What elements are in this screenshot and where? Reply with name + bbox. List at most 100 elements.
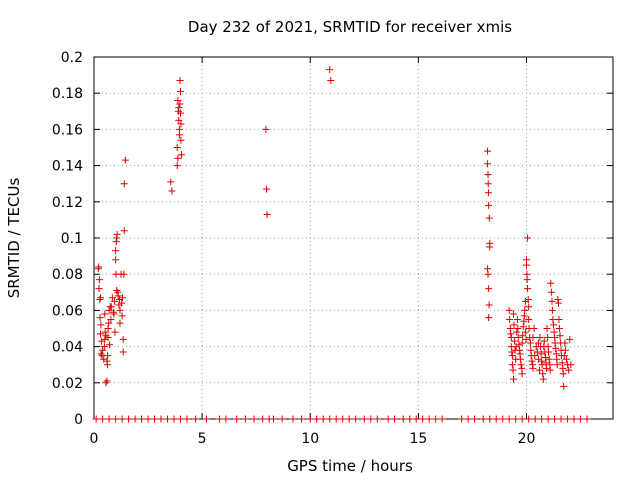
data-point — [332, 415, 340, 423]
data-point — [96, 314, 104, 322]
data-point — [536, 334, 544, 342]
data-point — [233, 415, 241, 423]
data-point — [509, 366, 517, 374]
data-point — [174, 96, 182, 104]
data-point — [514, 325, 522, 332]
data-point — [95, 285, 103, 293]
data-point — [523, 276, 531, 284]
data-point — [553, 361, 561, 369]
data-point — [554, 296, 562, 304]
data-point — [547, 279, 555, 287]
data-point — [178, 151, 186, 159]
x-tick-label: 15 — [409, 431, 427, 447]
data-point — [464, 415, 472, 423]
data-point — [119, 335, 127, 343]
data-point — [499, 415, 507, 423]
data-point — [484, 270, 492, 278]
data-point — [508, 361, 516, 369]
data-point — [173, 144, 181, 151]
data-point — [326, 415, 334, 423]
data-point — [539, 375, 547, 383]
data-point — [250, 415, 258, 423]
data-point — [565, 366, 573, 374]
data-point — [96, 294, 104, 302]
data-point — [113, 286, 121, 294]
data-point — [92, 415, 100, 423]
x-tick-label: 20 — [518, 431, 536, 447]
data-point — [518, 339, 526, 347]
data-point — [177, 415, 184, 423]
data-point — [168, 187, 176, 195]
data-point — [105, 415, 113, 423]
data-point — [544, 415, 552, 423]
data-point — [269, 415, 277, 423]
data-point — [537, 350, 545, 358]
data-point — [170, 415, 178, 423]
data-point — [104, 352, 112, 360]
data-point — [352, 415, 360, 423]
data-point — [97, 321, 105, 329]
data-point — [102, 379, 110, 387]
data-point — [96, 330, 104, 338]
data-point — [549, 315, 557, 323]
data-point — [539, 370, 547, 378]
data-point — [174, 154, 182, 162]
data-point — [176, 77, 184, 85]
y-tick-label: 0.06 — [52, 303, 83, 319]
data-point — [120, 227, 128, 235]
x-tick-label: 10 — [301, 431, 319, 447]
data-point — [399, 415, 407, 423]
data-point — [120, 180, 128, 188]
data-point — [110, 310, 118, 318]
data-point — [95, 276, 103, 284]
data-point — [384, 415, 392, 423]
data-point — [121, 156, 129, 164]
data-point — [106, 341, 114, 349]
data-point — [507, 330, 515, 338]
data-point — [548, 306, 556, 314]
data-point — [522, 335, 530, 343]
y-tick-label: 0.14 — [52, 159, 83, 175]
data-point — [107, 303, 115, 311]
data-point — [485, 314, 493, 322]
data-point — [550, 321, 558, 329]
data-point — [97, 350, 105, 358]
data-point — [125, 415, 133, 423]
data-point — [105, 306, 113, 314]
data-point — [306, 415, 314, 423]
data-point — [546, 366, 554, 374]
data-point — [177, 136, 185, 144]
data-point — [345, 415, 353, 423]
data-point — [263, 210, 271, 218]
data-point — [100, 355, 108, 363]
data-point — [360, 415, 368, 423]
data-point — [531, 352, 539, 360]
data-point — [524, 234, 532, 242]
data-point — [561, 346, 569, 354]
data-point — [531, 415, 539, 423]
data-point — [99, 415, 107, 423]
data-point — [492, 415, 500, 423]
data-point — [521, 328, 529, 336]
data-point — [583, 415, 591, 423]
y-tick-label: 0.2 — [61, 50, 83, 66]
data-point — [544, 334, 552, 342]
data-point — [508, 348, 516, 356]
y-tick-label: 0 — [74, 412, 83, 428]
data-point — [507, 334, 515, 342]
data-point — [175, 116, 183, 124]
data-point — [432, 415, 440, 423]
data-point — [278, 415, 286, 423]
data-point — [412, 415, 420, 423]
data-point — [567, 361, 575, 369]
data-point — [367, 415, 375, 423]
chart-title: Day 232 of 2021, SRMTID for receiver xmi… — [188, 18, 512, 36]
y-tick-label: 0.1 — [61, 231, 83, 247]
data-point — [339, 415, 347, 423]
data-point — [151, 415, 159, 423]
data-point — [119, 294, 127, 302]
data-point — [98, 337, 106, 345]
data-point — [183, 415, 191, 423]
data-point — [515, 341, 523, 349]
